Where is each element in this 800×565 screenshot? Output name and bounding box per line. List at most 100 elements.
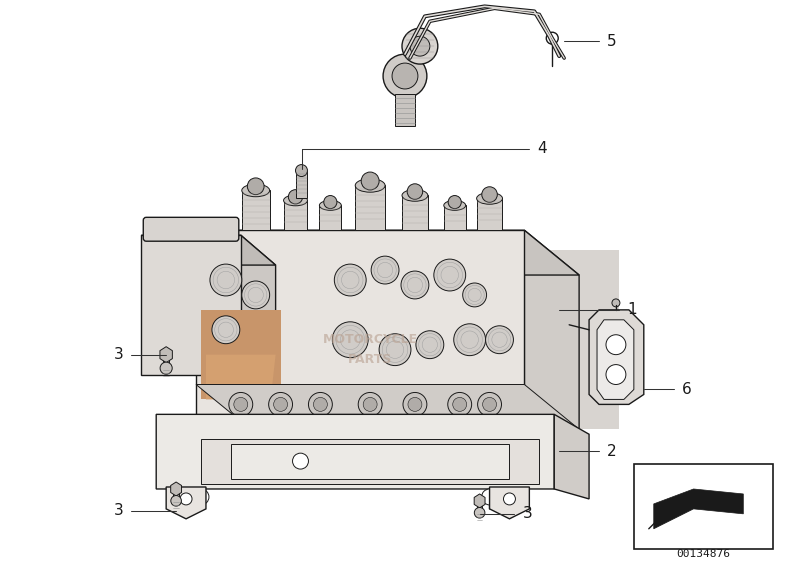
Text: 3: 3 <box>522 506 532 521</box>
Polygon shape <box>142 235 241 375</box>
Polygon shape <box>402 195 428 231</box>
Circle shape <box>293 453 309 469</box>
Circle shape <box>486 326 514 354</box>
Polygon shape <box>597 320 634 399</box>
Bar <box>634 464 773 549</box>
Polygon shape <box>160 347 172 363</box>
Circle shape <box>416 331 444 359</box>
Text: 5: 5 <box>607 34 617 49</box>
Text: 3: 3 <box>114 503 123 518</box>
Circle shape <box>453 397 466 411</box>
Polygon shape <box>196 385 579 429</box>
Circle shape <box>212 316 240 344</box>
Polygon shape <box>156 414 554 509</box>
Circle shape <box>180 493 192 505</box>
Circle shape <box>234 397 248 411</box>
Polygon shape <box>241 235 276 405</box>
Circle shape <box>210 264 242 296</box>
Circle shape <box>410 36 430 56</box>
Circle shape <box>448 393 472 416</box>
Circle shape <box>434 259 466 291</box>
Circle shape <box>361 172 379 190</box>
Circle shape <box>462 283 486 307</box>
Bar <box>477 501 482 512</box>
Polygon shape <box>524 231 579 469</box>
Polygon shape <box>283 201 307 231</box>
Circle shape <box>363 397 377 411</box>
Polygon shape <box>355 185 385 231</box>
Polygon shape <box>206 355 276 399</box>
Circle shape <box>474 507 485 518</box>
Polygon shape <box>142 235 276 265</box>
Circle shape <box>403 393 427 416</box>
Circle shape <box>606 334 626 355</box>
Circle shape <box>402 28 438 64</box>
Text: 3: 3 <box>114 347 123 362</box>
Polygon shape <box>319 206 342 231</box>
Circle shape <box>383 54 427 98</box>
Text: 4: 4 <box>538 141 547 156</box>
Polygon shape <box>201 439 539 484</box>
Polygon shape <box>170 482 182 496</box>
Circle shape <box>274 397 287 411</box>
Polygon shape <box>320 250 619 429</box>
Circle shape <box>358 393 382 416</box>
Circle shape <box>392 63 418 89</box>
Polygon shape <box>242 190 270 231</box>
Circle shape <box>160 362 172 374</box>
Bar <box>295 171 307 198</box>
Circle shape <box>324 195 337 208</box>
Text: 6: 6 <box>682 382 691 397</box>
Ellipse shape <box>355 179 385 192</box>
Circle shape <box>247 178 264 194</box>
Ellipse shape <box>283 195 307 206</box>
Circle shape <box>295 164 307 176</box>
Ellipse shape <box>319 201 342 210</box>
Circle shape <box>401 271 429 299</box>
Polygon shape <box>166 487 206 519</box>
Circle shape <box>482 489 498 505</box>
Text: 1: 1 <box>627 302 637 318</box>
FancyBboxPatch shape <box>143 218 238 241</box>
Circle shape <box>606 364 626 385</box>
Circle shape <box>332 322 368 358</box>
Circle shape <box>612 299 620 307</box>
Circle shape <box>371 256 399 284</box>
Polygon shape <box>554 414 589 499</box>
Polygon shape <box>589 310 644 405</box>
Bar <box>163 355 170 367</box>
Circle shape <box>242 281 270 309</box>
Polygon shape <box>444 206 466 231</box>
Text: PARTS: PARTS <box>348 353 392 366</box>
Circle shape <box>482 187 498 202</box>
Polygon shape <box>196 231 579 275</box>
Circle shape <box>309 393 332 416</box>
Text: 2: 2 <box>607 444 617 459</box>
Polygon shape <box>196 231 524 424</box>
Circle shape <box>314 397 327 411</box>
Circle shape <box>171 496 182 506</box>
Circle shape <box>288 190 302 204</box>
Circle shape <box>193 489 209 505</box>
Ellipse shape <box>402 190 428 201</box>
Circle shape <box>269 393 293 416</box>
Polygon shape <box>395 94 415 126</box>
Circle shape <box>334 264 366 296</box>
Circle shape <box>407 184 422 199</box>
Polygon shape <box>474 494 485 508</box>
Text: 00134876: 00134876 <box>677 549 730 559</box>
Circle shape <box>379 334 411 366</box>
Bar <box>174 489 179 500</box>
Circle shape <box>478 393 502 416</box>
Circle shape <box>503 493 515 505</box>
Circle shape <box>482 397 497 411</box>
Circle shape <box>408 397 422 411</box>
Ellipse shape <box>242 184 270 197</box>
Polygon shape <box>490 487 530 519</box>
Circle shape <box>454 324 486 355</box>
Ellipse shape <box>477 193 502 204</box>
Polygon shape <box>231 444 510 479</box>
Circle shape <box>229 393 253 416</box>
Text: MOTORCYCLE: MOTORCYCLE <box>322 333 418 346</box>
Polygon shape <box>201 310 281 399</box>
